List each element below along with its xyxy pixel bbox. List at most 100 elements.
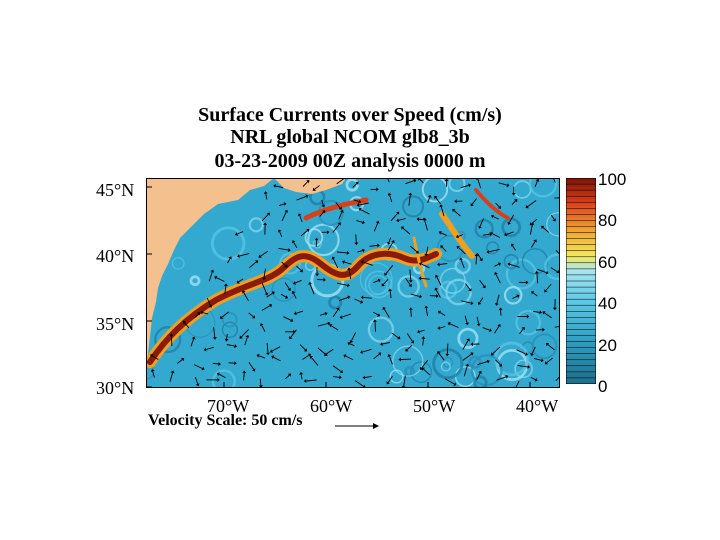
velocity-arrow xyxy=(303,379,317,383)
velocity-arrow xyxy=(444,178,449,187)
current-speed-map xyxy=(146,178,560,388)
velocity-arrow xyxy=(263,222,268,235)
velocity-arrow xyxy=(314,237,319,248)
eddy-ring xyxy=(439,267,466,294)
velocity-arrow xyxy=(333,375,342,380)
velocity-arrow xyxy=(373,220,380,232)
velocity-arrow xyxy=(534,270,539,284)
colorbar-label-0: 0 xyxy=(598,377,608,396)
velocity-arrow xyxy=(550,267,560,274)
colorbar-label-80: 80 xyxy=(598,211,617,230)
lat-label-45n: 45°N xyxy=(96,180,135,200)
velocity-arrow xyxy=(248,361,256,372)
velocity-arrow xyxy=(470,198,477,207)
velocity-arrow xyxy=(302,180,310,187)
velocity-arrow xyxy=(530,376,538,382)
northeast-jet-a xyxy=(439,211,475,259)
velocity-arrow xyxy=(465,283,472,292)
velocity-arrow xyxy=(357,248,365,253)
velocity-arrow xyxy=(300,228,310,237)
velocity-arrow xyxy=(476,370,482,380)
velocity-arrow xyxy=(396,218,406,223)
velocity-arrow xyxy=(150,354,159,360)
colorbar-label-20: 20 xyxy=(598,336,617,355)
velocity-arrow xyxy=(336,282,350,288)
velocity-arrow xyxy=(486,248,500,254)
velocity-arrow xyxy=(353,199,362,204)
map-frame xyxy=(146,178,560,388)
velocity-arrow xyxy=(534,178,540,188)
velocity-arrow xyxy=(317,277,326,282)
velocity-arrow xyxy=(461,300,474,305)
lon-label-40w: 40°W xyxy=(516,396,559,416)
eddy-ring xyxy=(359,262,393,296)
velocity-arrow xyxy=(517,314,530,319)
velocity-arrow xyxy=(347,341,355,347)
velocity-arrow xyxy=(533,357,544,363)
velocity-arrow xyxy=(278,247,291,252)
velocity-arrow xyxy=(266,291,275,298)
eddy-ring xyxy=(546,211,560,237)
analysis-time: 03-23-2009 00Z analysis 0000 m xyxy=(214,150,486,172)
velocity-arrow xyxy=(248,312,256,319)
velocity-arrow xyxy=(200,310,209,315)
velocity-arrow xyxy=(454,199,463,204)
nova-scotia-coast xyxy=(274,178,346,194)
velocity-arrow xyxy=(289,329,297,340)
velocity-arrow xyxy=(384,265,394,276)
velocity-arrow xyxy=(479,279,486,289)
velocity-arrow xyxy=(244,334,250,346)
velocity-arrow xyxy=(405,278,412,287)
velocity-arrow xyxy=(406,333,415,344)
velocity-arrow xyxy=(422,217,428,231)
lat-label-40n: 40°N xyxy=(96,246,135,266)
velocity-arrow xyxy=(519,326,525,335)
lon-label-60w: 60°W xyxy=(310,396,353,416)
velocity-arrow xyxy=(329,324,339,331)
velocity-arrow xyxy=(530,346,536,356)
velocity-arrow xyxy=(452,208,461,217)
velocity-arrow xyxy=(507,262,520,268)
velocity-arrow xyxy=(206,377,220,382)
velocity-arrow xyxy=(362,375,372,380)
velocity-arrow xyxy=(507,214,515,225)
velocity-arrow xyxy=(381,278,389,287)
velocity-arrow xyxy=(555,249,560,256)
velocity-arrow xyxy=(356,202,369,207)
velocity-arrow xyxy=(386,375,393,385)
velocity-arrow xyxy=(476,316,481,327)
velocity-arrow xyxy=(296,265,303,273)
velocity-arrow xyxy=(373,278,381,284)
eddy-ring xyxy=(544,253,560,281)
velocity-arrow xyxy=(358,207,370,215)
velocity-arrow xyxy=(214,275,225,282)
lat-ticks xyxy=(146,186,152,388)
velocity-arrow xyxy=(429,294,439,298)
velocity-arrow xyxy=(281,209,288,222)
eddy-ring xyxy=(389,369,404,384)
velocity-arrow xyxy=(273,184,284,189)
velocity-arrow xyxy=(401,226,411,235)
velocity-arrow xyxy=(261,212,270,222)
eddy-ring xyxy=(248,217,264,233)
velocity-arrow xyxy=(283,316,294,323)
gulf-stream-core xyxy=(147,250,439,365)
velocity-arrow xyxy=(464,315,469,326)
eddy-ring xyxy=(367,316,395,343)
velocity-arrow xyxy=(193,364,205,371)
velocity-arrow xyxy=(338,295,351,302)
velocity-arrow xyxy=(228,361,237,366)
velocity-arrow xyxy=(208,269,215,282)
velocity-arrow xyxy=(324,348,334,356)
velocity-arrow xyxy=(347,267,352,279)
velocity-arrow xyxy=(447,321,459,328)
velocity-arrow xyxy=(317,321,331,327)
velocity-arrow xyxy=(266,342,270,356)
velocity-arrow xyxy=(460,183,471,189)
eddy-ring xyxy=(515,309,541,336)
eddy-ring xyxy=(328,295,343,310)
velocity-arrow xyxy=(511,199,518,206)
velocity-arrow xyxy=(258,250,269,258)
velocity-arrow xyxy=(263,191,268,200)
velocity-arrow xyxy=(498,307,503,316)
